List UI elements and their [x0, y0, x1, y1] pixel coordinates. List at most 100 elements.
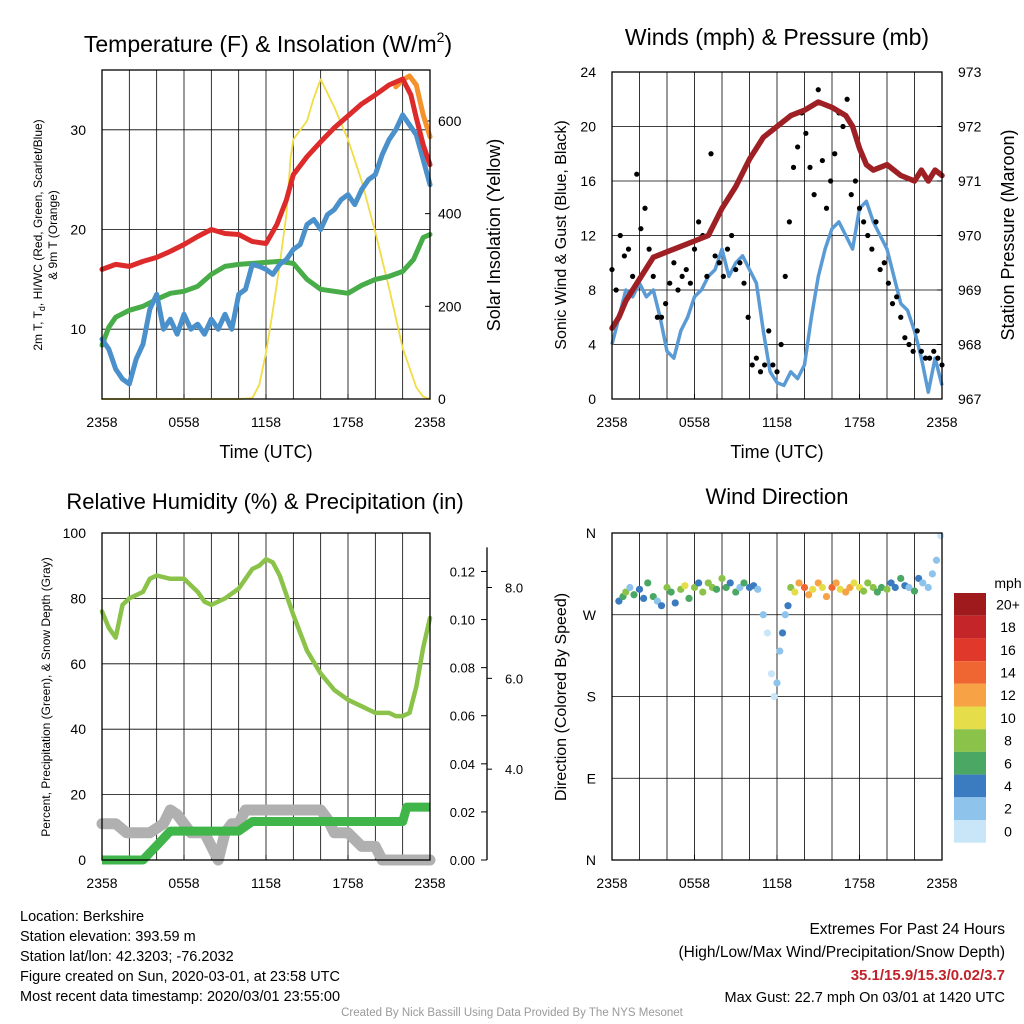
wind-frame — [611, 71, 943, 400]
info-created: Figure created on Sun, 2020-03-01, at 23… — [20, 969, 340, 985]
wind-gust-point — [733, 266, 739, 273]
wind-ytick-right-label: 969 — [958, 282, 982, 298]
wind-gust-point — [687, 280, 693, 286]
wind-gust-point — [625, 246, 632, 252]
temp-ytick-label: 20 — [70, 222, 86, 238]
wind-gust-point — [898, 314, 904, 320]
wind-gust-point — [646, 246, 652, 252]
wind-gust-point — [873, 219, 879, 225]
dir-ytick-label: N — [586, 852, 596, 868]
dir-point — [891, 583, 899, 592]
wind-gust-point — [642, 205, 648, 211]
rh-ytick-label: 20 — [70, 787, 86, 803]
colorbar-label: 16 — [1000, 642, 1016, 658]
dir-point — [635, 585, 644, 593]
humidity-panel: 2358 0558 1158 1758 23580204060801000.000.02… — [39, 489, 523, 891]
precip-tick-label: 0.04 — [450, 757, 475, 772]
wind-gust-point — [691, 246, 698, 252]
wind-gust-point — [914, 328, 920, 334]
temp-ytick-label: 30 — [70, 122, 86, 138]
wind-gust-point — [708, 151, 714, 157]
dir-point — [681, 582, 689, 590]
wind-gust-point — [807, 164, 813, 170]
temp-ytick-right-label: 0 — [438, 391, 446, 407]
wind-gust-point — [650, 273, 656, 279]
dir-point — [805, 591, 813, 599]
colorbar-swatch — [954, 820, 986, 843]
pressure-line — [609, 99, 945, 331]
wind-ytick-right-label: 973 — [958, 64, 982, 80]
dir-point — [644, 579, 652, 587]
dir-ytick-label: W — [583, 607, 597, 623]
colorbar-swatch — [954, 683, 986, 707]
wind-ytick-label: 20 — [580, 119, 596, 135]
colorbar-label: 6 — [1004, 755, 1012, 771]
wind-gust-point — [704, 273, 710, 279]
dir-point — [928, 570, 936, 578]
temp-xtick-label: 2358 — [86, 414, 117, 430]
wind-gust-point — [906, 341, 912, 348]
wind-ytick-label: 12 — [580, 228, 596, 244]
wind-gust-point — [675, 287, 681, 293]
rh-line — [99, 556, 433, 719]
wind-gust-point — [931, 348, 937, 354]
temperature-panel: 2358 0558 1158 1758 2358 10 20 30 0 200 400 600 Temp… — [31, 29, 504, 462]
wind-gust-point — [617, 232, 623, 239]
snow-tick-label: 4.0 — [505, 762, 523, 777]
wind-gust-point — [902, 335, 908, 341]
temp-xlabel: Time (UTC) — [219, 442, 312, 462]
precip-tick-label: 0.10 — [450, 613, 475, 628]
dir-frame — [611, 532, 943, 861]
colorbar-swatch — [954, 638, 986, 662]
wind-gust-point — [828, 178, 834, 184]
temp-frame — [101, 69, 431, 400]
dir-point — [883, 585, 891, 593]
dir-title: Wind Direction — [705, 484, 848, 509]
wind-gust-point — [634, 171, 640, 177]
dir-point — [770, 692, 778, 701]
dir-point — [759, 611, 767, 619]
wind-ytick-right-label: 972 — [958, 119, 982, 135]
wind-gust-point — [795, 144, 801, 150]
wind-ytick-right-label: 971 — [958, 173, 982, 189]
rh-ytick-label: 80 — [70, 590, 86, 606]
wind-gust-point — [778, 341, 784, 348]
winds-panel: 2358 0558 1158 1758 235804812162024967968969… — [553, 24, 1018, 462]
info-elevation: Station elevation: 393.59 m — [20, 929, 196, 945]
dir-point — [877, 583, 886, 592]
wind-gust-point — [770, 362, 776, 368]
wind-gust-point — [753, 355, 759, 361]
wind-gust-point — [869, 246, 875, 252]
rh-ytick-label: 60 — [70, 656, 86, 672]
colorbar-label: 12 — [1000, 687, 1016, 703]
wind-ylabel-right: Station Pressure (Maroon) — [998, 129, 1018, 340]
extremes-values: 35.1/15.9/15.3/0.02/3.7 — [850, 967, 1005, 984]
wind-gust-point — [638, 226, 644, 232]
temp-xtick-label: 0558 — [168, 414, 199, 430]
wind-gust-point — [630, 273, 636, 279]
wind-gust-point — [894, 294, 900, 300]
temp-series-line — [99, 232, 433, 348]
temp-ytick-right-label: 600 — [438, 113, 462, 129]
wind-gust-point — [724, 246, 731, 252]
rh-ytick-label: 100 — [63, 525, 87, 541]
colorbar-swatch — [954, 615, 986, 639]
colorbar-label: 20+ — [996, 596, 1020, 612]
dir-point — [822, 592, 831, 601]
precip-tick-label: 0.00 — [450, 853, 475, 868]
wind-gust-point — [741, 280, 747, 286]
wind-ytick-right-label: 968 — [958, 337, 982, 353]
dir-point — [685, 594, 693, 603]
wind-gust-point — [696, 219, 702, 225]
dir-ylabel: Direction (Colored By Speed) — [553, 593, 570, 801]
rh-xtick-label: 1758 — [332, 875, 363, 891]
dir-point — [718, 574, 726, 583]
wind-gust-point — [774, 369, 780, 375]
wind-gust-point — [811, 192, 817, 198]
dir-point — [740, 579, 748, 587]
wind-xtick-label: 1158 — [762, 414, 792, 430]
wind-gust-point — [658, 314, 665, 320]
wind-xtick-label: 2358 — [926, 414, 957, 430]
wind-gust-point — [786, 219, 792, 225]
